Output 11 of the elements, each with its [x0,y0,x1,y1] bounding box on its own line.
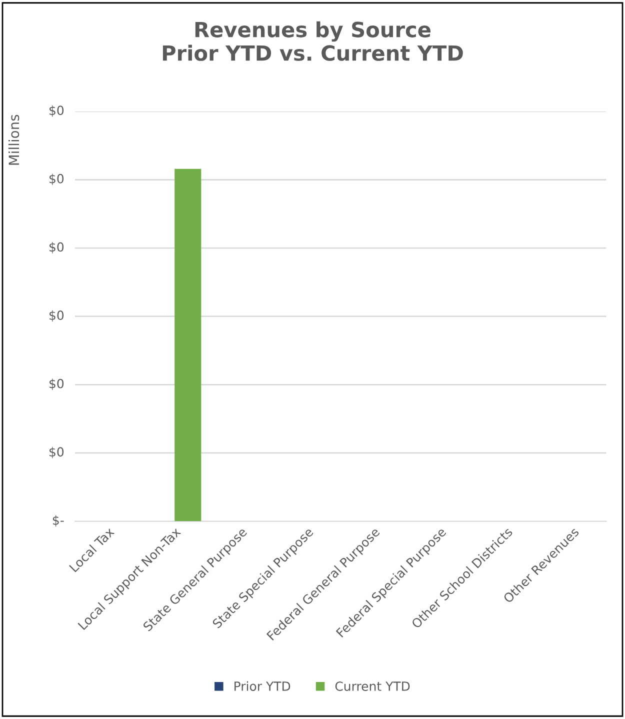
legend-label: Current YTD [335,681,410,691]
text: $0 [50,446,64,458]
text: $0 [50,174,64,186]
text: $0 [50,310,64,322]
text: $0 [50,242,64,254]
y-axis-title: Millions [8,114,20,165]
text: $- [52,515,64,527]
text: $0 [50,378,64,390]
text: $0 [50,105,64,117]
chart-title: Revenues by Source Prior YTD vs. Current YTD [162,21,463,61]
legend-label: Prior YTD [234,681,290,691]
